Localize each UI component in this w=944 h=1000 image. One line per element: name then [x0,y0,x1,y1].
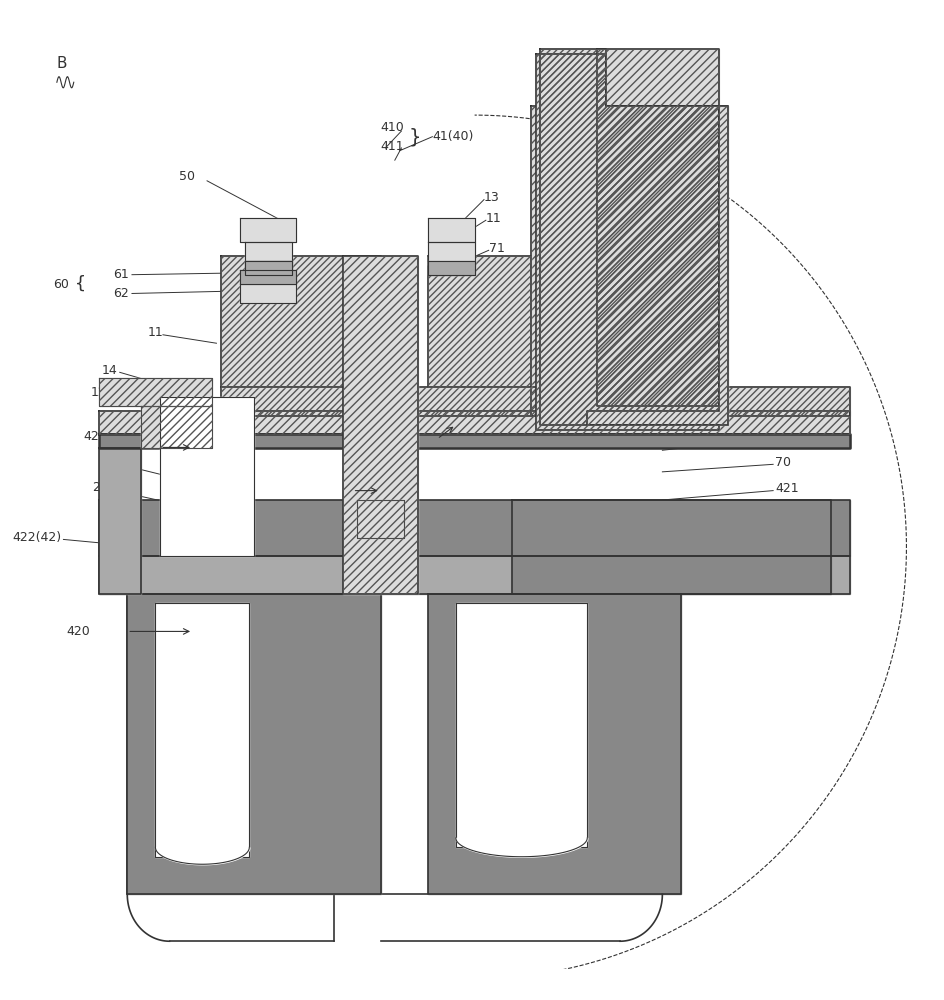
Polygon shape [428,261,475,275]
Text: 410: 410 [380,121,404,134]
Text: 15(10): 15(10) [564,233,605,246]
Text: 422(42): 422(42) [12,531,61,544]
Polygon shape [240,218,296,242]
Polygon shape [99,434,851,448]
Text: 62: 62 [113,287,129,300]
Text: 12: 12 [91,386,107,399]
Text: 13: 13 [484,191,499,204]
Polygon shape [244,242,292,261]
Polygon shape [244,261,292,270]
Polygon shape [99,448,142,594]
Text: 61: 61 [113,268,129,281]
Text: 420: 420 [66,625,90,638]
Polygon shape [221,256,380,387]
Polygon shape [221,387,851,416]
Polygon shape [142,406,211,448]
Polygon shape [156,603,249,857]
Text: B: B [57,56,67,71]
Text: 41(40): 41(40) [432,130,474,143]
Text: 11: 11 [147,326,163,339]
Polygon shape [513,500,832,594]
Text: 12: 12 [775,430,791,443]
Polygon shape [127,594,380,894]
Polygon shape [456,603,587,847]
Polygon shape [357,500,404,538]
Polygon shape [99,411,851,434]
Polygon shape [99,378,211,406]
Polygon shape [240,270,296,284]
Polygon shape [99,556,851,594]
Polygon shape [432,265,470,275]
Text: 70: 70 [775,456,791,469]
Polygon shape [99,500,851,556]
Text: 60: 60 [53,278,69,291]
Polygon shape [428,242,475,265]
Polygon shape [344,256,418,594]
Text: 21: 21 [102,456,118,469]
Text: 11: 11 [486,212,501,225]
Text: 20: 20 [93,481,109,494]
Polygon shape [535,54,718,430]
Polygon shape [244,261,292,275]
Text: 14: 14 [102,364,118,377]
Text: }: } [409,127,421,146]
Polygon shape [428,594,682,894]
Polygon shape [428,256,531,387]
Polygon shape [160,397,254,556]
Text: 50: 50 [179,170,194,183]
Text: 411: 411 [380,140,404,153]
Text: {: { [69,275,86,293]
Polygon shape [531,106,728,416]
Polygon shape [540,49,728,425]
Text: 423: 423 [83,430,107,443]
Polygon shape [428,218,475,242]
Text: 71: 71 [489,242,505,255]
Text: 421: 421 [775,482,799,495]
Polygon shape [597,49,718,406]
Polygon shape [240,284,296,303]
